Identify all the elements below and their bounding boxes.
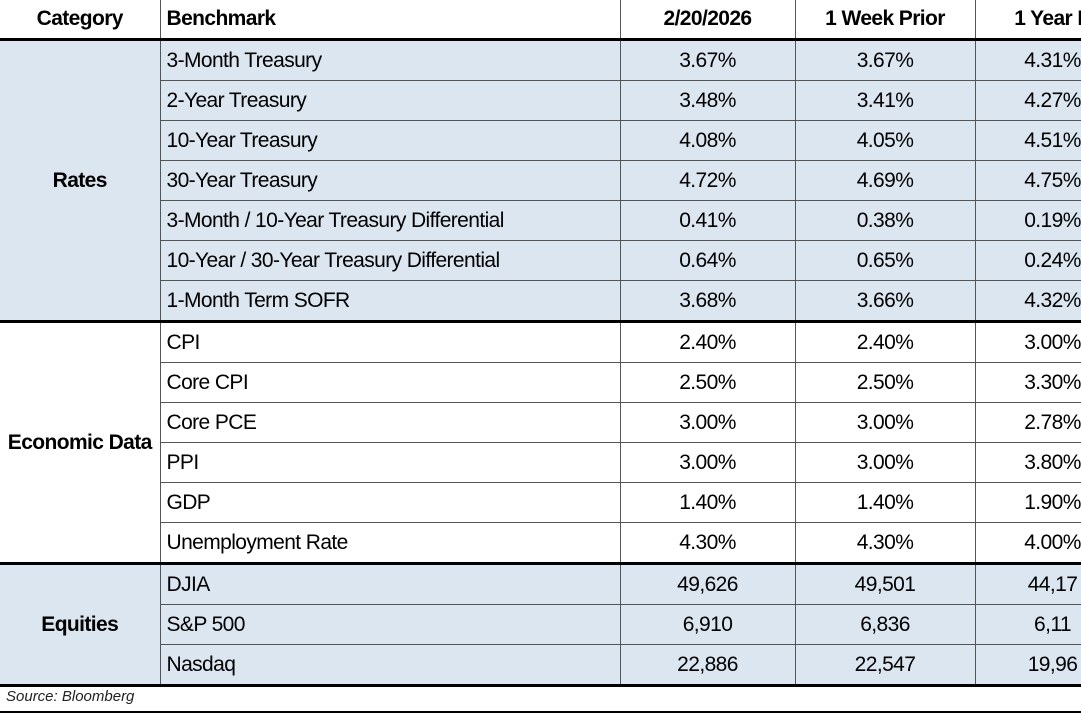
value-cell: 4.72% [619,160,796,201]
benchmark-cell: CPI [159,321,621,363]
value-cell: 1.90% [974,482,1081,523]
table-row: 10-Year / 30-Year Treasury Differential 0… [0,240,1081,281]
table-row: 3-Month / 10-Year Treasury Differential 0… [0,200,1081,241]
value-cell: 22,886 [619,644,796,687]
value-cell: 0.38% [794,200,976,241]
value-cell: 1.40% [619,482,796,523]
value-cell: 44,17 [974,563,1081,605]
value-cell: 0.41% [619,200,796,241]
value-cell: 4.08% [619,120,796,161]
value-cell: 4.30% [619,522,796,565]
value-cell: 49,501 [794,563,976,605]
value-cell: 0.24% [974,240,1081,281]
value-cell: 4.32% [974,280,1081,323]
benchmark-table: Category Benchmark 2/20/2026 1 Week Prior 1 … [0,0,1081,687]
value-cell: 3.00% [794,442,976,483]
column-header: 2/20/2026 [619,0,796,41]
value-cell: 2.40% [794,321,976,363]
value-cell: 0.19% [974,200,1081,241]
value-cell: 3.00% [794,402,976,443]
value-cell: 0.65% [794,240,976,281]
value-cell: 2.50% [619,362,796,403]
benchmark-cell: 10-Year / 30-Year Treasury Differential [159,240,621,281]
column-header: 1 Year P [974,0,1081,41]
benchmark-cell: 10-Year Treasury [159,120,621,161]
value-cell: 4.51% [974,120,1081,161]
table-row: Core PCE 3.00% 3.00% 2.78% [0,402,1081,443]
benchmark-cell: Core PCE [159,402,621,443]
table-row: Equities DJIA 49,626 49,501 44,17 [0,563,1081,687]
value-cell: 3.67% [794,39,976,81]
value-cell: 2.50% [794,362,976,403]
column-header: 1 Week Prior [794,0,976,41]
value-cell: 4.75% [974,160,1081,201]
benchmark-cell: 30-Year Treasury [159,160,621,201]
value-cell: 3.00% [619,442,796,483]
category-cell: Economic Data [0,321,161,565]
table-row: 2-Year Treasury 3.48% 3.41% 4.27% [0,80,1081,121]
benchmark-cell: Core CPI [159,362,621,403]
value-cell: 4.30% [794,522,976,565]
value-cell: 1.40% [794,482,976,523]
value-cell: 4.31% [974,39,1081,81]
table-row: Economic Data CPI 2.40% 2.40% 3.00% [0,321,1081,565]
table-row: GDP 1.40% 1.40% 1.90% [0,482,1081,523]
column-header: Benchmark [159,0,621,41]
source-note: Source: Bloomberg [6,688,135,705]
table-row: Rates 3-Month Treasury 3.67% 3.67% 4.31% [0,39,1081,323]
benchmark-cell: S&P 500 [159,604,621,645]
benchmark-cell: 1-Month Term SOFR [159,280,621,323]
benchmark-cell: PPI [159,442,621,483]
benchmark-cell: 3-Month / 10-Year Treasury Differential [159,200,621,241]
bottom-rule [0,711,1081,713]
table-row: 10-Year Treasury 4.08% 4.05% 4.51% [0,120,1081,161]
value-cell: 49,626 [619,563,796,605]
benchmark-cell: 3-Month Treasury [159,39,621,81]
value-cell: 22,547 [794,644,976,687]
value-cell: 6,836 [794,604,976,645]
value-cell: 4.05% [794,120,976,161]
benchmark-cell: Unemployment Rate [159,522,621,565]
table-body: Rates 3-Month Treasury 3.67% 3.67% 4.31% 2-Ye… [0,39,1081,687]
header-row: Category Benchmark 2/20/2026 1 Week Prior 1 … [0,0,1081,41]
value-cell: 3.66% [794,280,976,323]
value-cell: 3.41% [794,80,976,121]
value-cell: 19,96 [974,644,1081,687]
value-cell: 3.67% [619,39,796,81]
column-header: Category [0,0,161,41]
value-cell: 2.78% [974,402,1081,443]
table-row: PPI 3.00% 3.00% 3.80% [0,442,1081,483]
value-cell: 4.69% [794,160,976,201]
benchmark-cell: Nasdaq [159,644,621,687]
benchmark-cell: GDP [159,482,621,523]
table-row: Nasdaq 22,886 22,547 19,96 [0,644,1081,687]
benchmark-cell: DJIA [159,563,621,605]
value-cell: 2.40% [619,321,796,363]
value-cell: 3.68% [619,280,796,323]
table-row: 1-Month Term SOFR 3.68% 3.66% 4.32% [0,280,1081,323]
value-cell: 4.00% [974,522,1081,565]
value-cell: 6,910 [619,604,796,645]
value-cell: 3.00% [974,321,1081,363]
value-cell: 4.27% [974,80,1081,121]
value-cell: 3.80% [974,442,1081,483]
value-cell: 3.30% [974,362,1081,403]
value-cell: 0.64% [619,240,796,281]
value-cell: 3.00% [619,402,796,443]
table-row: 30-Year Treasury 4.72% 4.69% 4.75% [0,160,1081,201]
value-cell: 3.48% [619,80,796,121]
table-row: S&P 500 6,910 6,836 6,11 [0,604,1081,645]
value-cell: 6,11 [974,604,1081,645]
benchmark-cell: 2-Year Treasury [159,80,621,121]
category-cell: Equities [0,563,161,687]
table-row: Core CPI 2.50% 2.50% 3.30% [0,362,1081,403]
table-row: Unemployment Rate 4.30% 4.30% 4.00% [0,522,1081,565]
category-cell: Rates [0,39,161,323]
